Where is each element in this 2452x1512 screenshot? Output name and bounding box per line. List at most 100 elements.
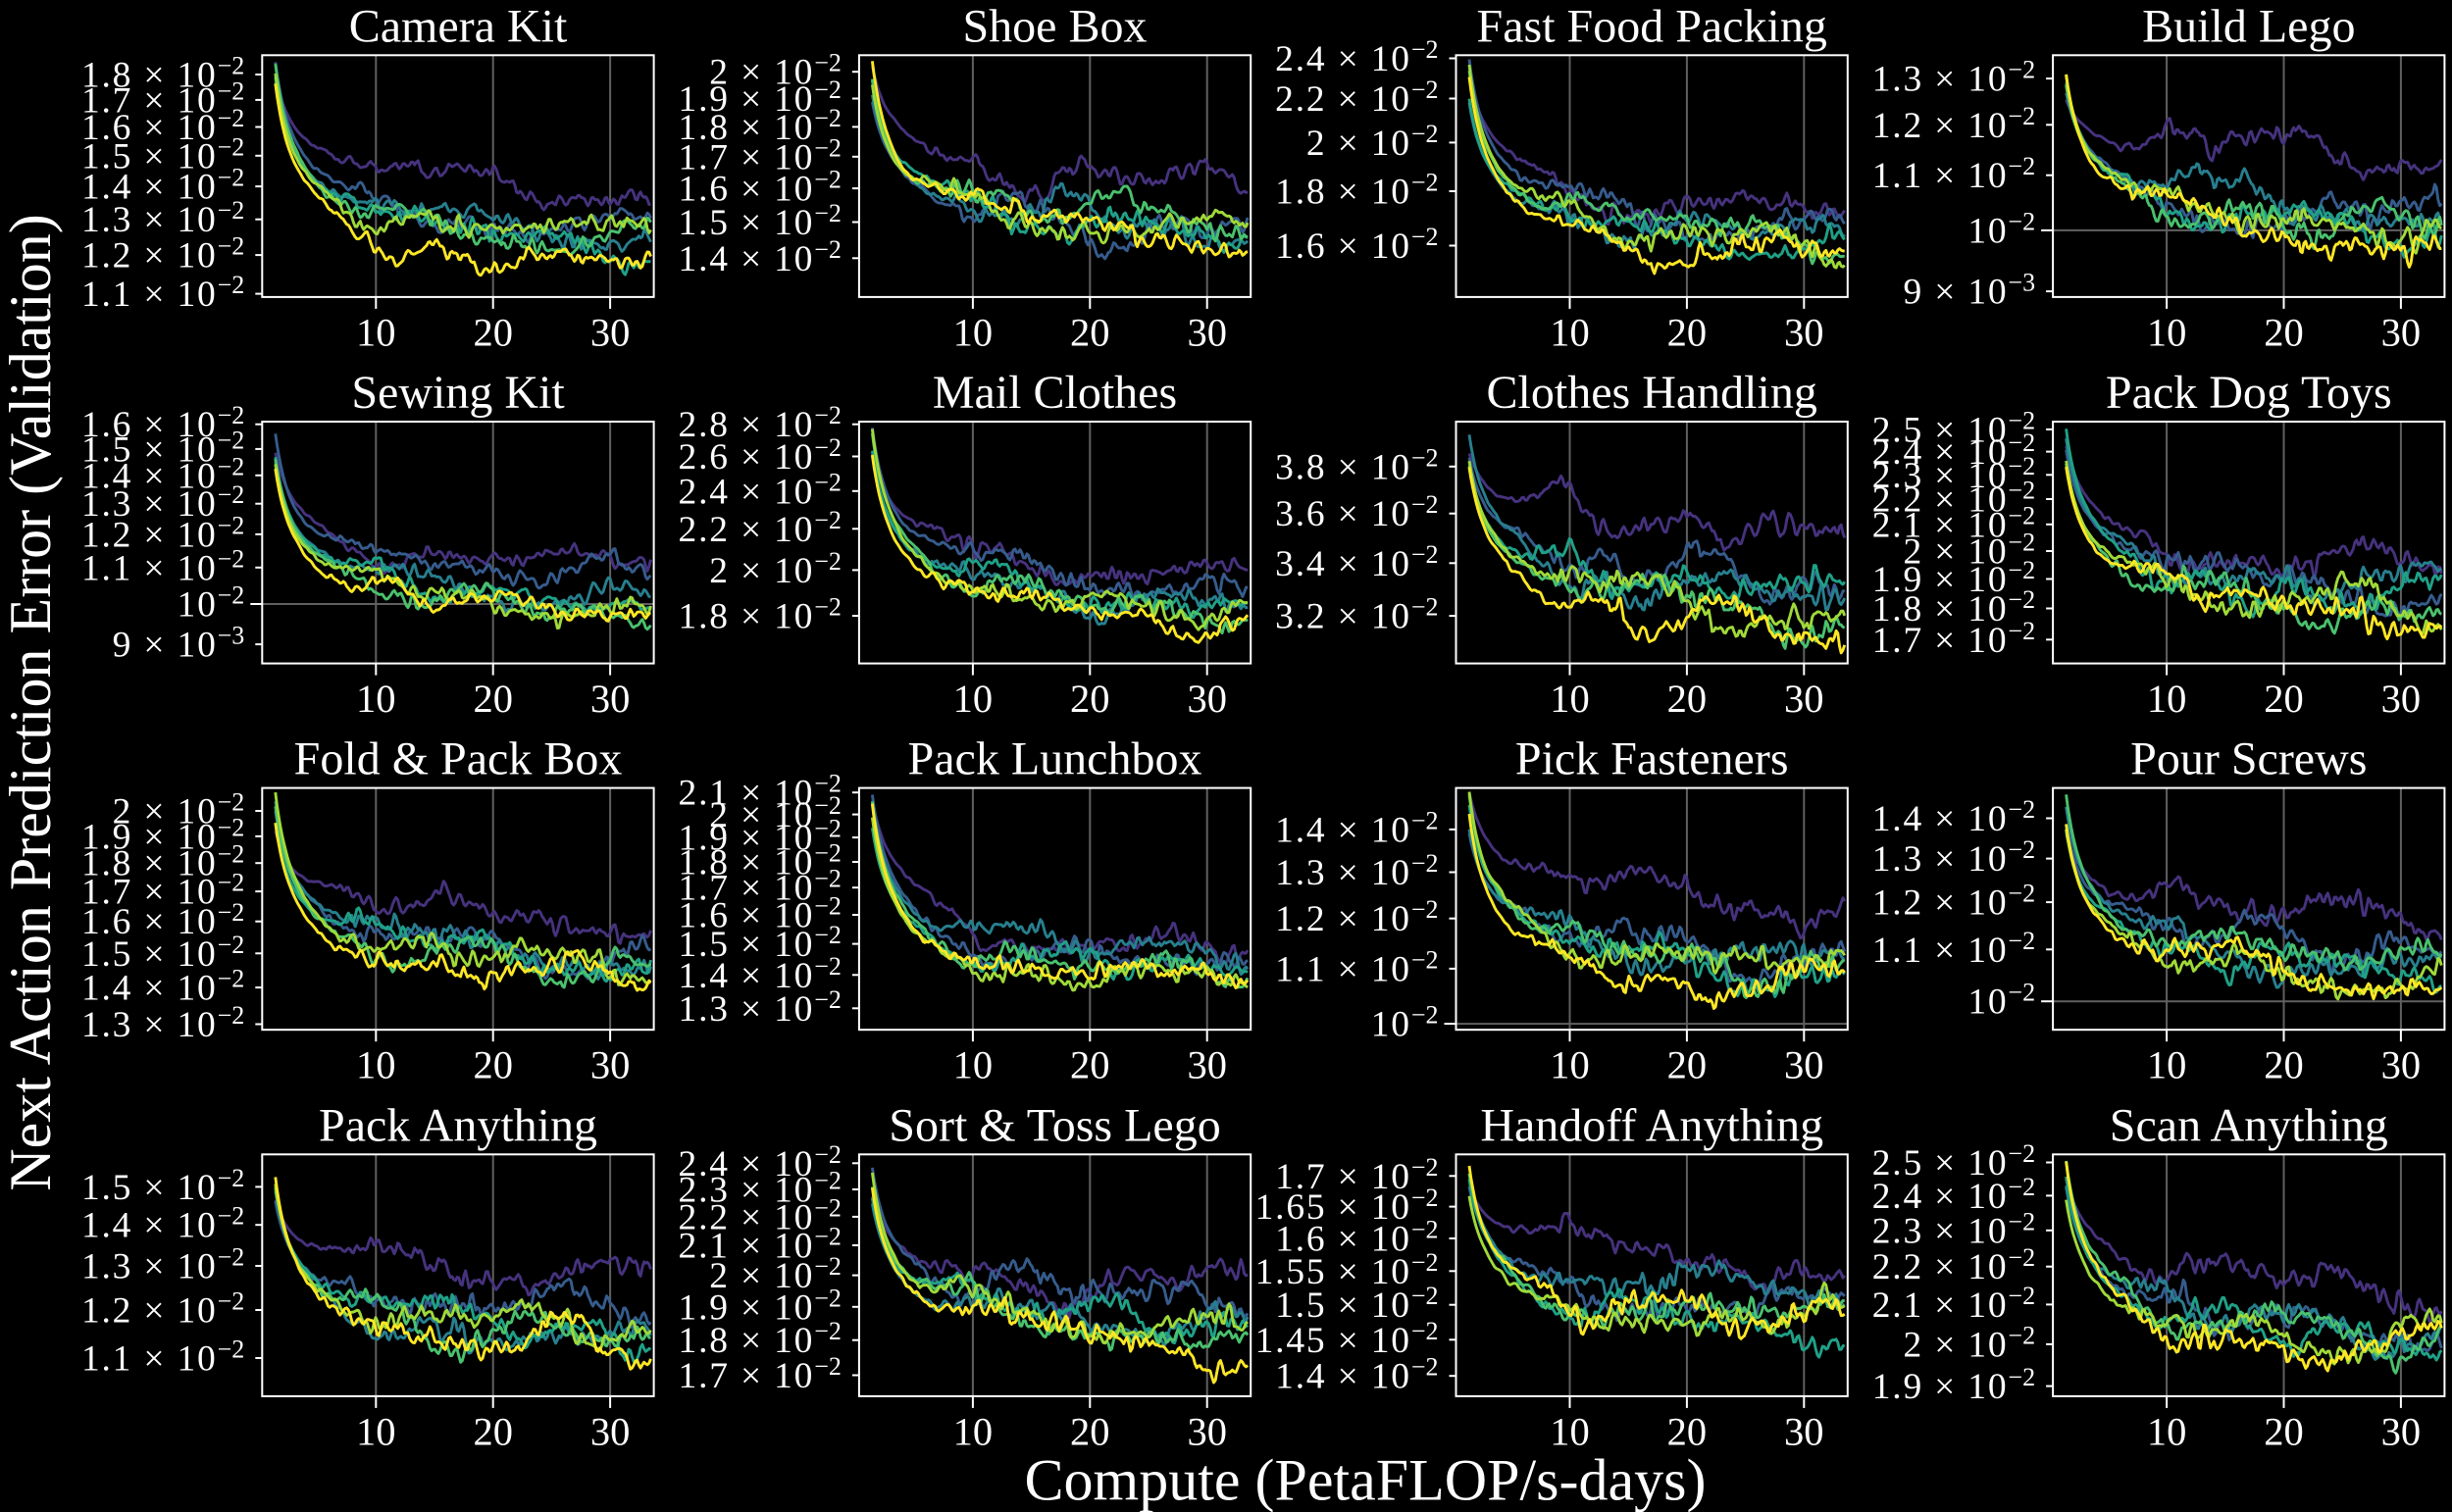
svg-text:10: 10 bbox=[953, 1409, 994, 1453]
svg-text:2.3 × 10−2: 2.3 × 10−2 bbox=[679, 1167, 842, 1211]
svg-text:3.6 × 10−2: 3.6 × 10−2 bbox=[1275, 490, 1438, 534]
svg-text:1.5 × 10−2: 1.5 × 10−2 bbox=[81, 132, 244, 176]
svg-text:1.7 × 10−2: 1.7 × 10−2 bbox=[1872, 617, 2035, 661]
svg-text:2.4 × 10−2: 2.4 × 10−2 bbox=[1872, 1173, 2035, 1217]
svg-text:20: 20 bbox=[2264, 1409, 2304, 1453]
svg-text:2.5 × 10−2: 2.5 × 10−2 bbox=[1872, 1139, 2035, 1184]
svg-text:10−2: 10−2 bbox=[1371, 1001, 1439, 1045]
svg-text:30: 30 bbox=[1187, 1409, 1227, 1453]
svg-text:1.5 × 10−2: 1.5 × 10−2 bbox=[81, 931, 244, 975]
svg-text:3.4 × 10−2: 3.4 × 10−2 bbox=[1275, 540, 1438, 584]
svg-text:1.7 × 10−2: 1.7 × 10−2 bbox=[679, 865, 842, 909]
svg-text:Clothes Handling: Clothes Handling bbox=[1487, 367, 1817, 419]
svg-text:1.6 × 10−2: 1.6 × 10−2 bbox=[81, 898, 244, 942]
svg-text:10: 10 bbox=[2147, 1043, 2187, 1087]
svg-text:10: 10 bbox=[953, 677, 994, 721]
svg-text:Pack Dog Toys: Pack Dog Toys bbox=[2106, 367, 2392, 419]
svg-text:10: 10 bbox=[1550, 677, 1590, 721]
svg-text:2.3 × 10−2: 2.3 × 10−2 bbox=[1872, 452, 2035, 496]
svg-text:20: 20 bbox=[1070, 1409, 1110, 1453]
svg-text:10−2: 10−2 bbox=[1967, 207, 2035, 251]
svg-text:1.8 × 10−2: 1.8 × 10−2 bbox=[1275, 169, 1438, 213]
svg-text:9 × 10−3: 9 × 10−3 bbox=[113, 622, 245, 666]
svg-text:2.2 × 10−2: 2.2 × 10−2 bbox=[679, 506, 842, 550]
svg-text:30: 30 bbox=[2381, 1409, 2422, 1453]
svg-text:1.3 × 10−2: 1.3 × 10−2 bbox=[1872, 56, 2035, 100]
svg-text:2.1 × 10−2: 2.1 × 10−2 bbox=[679, 770, 842, 814]
svg-text:1.8 × 10−2: 1.8 × 10−2 bbox=[81, 52, 244, 96]
svg-text:30: 30 bbox=[1784, 677, 1824, 721]
svg-text:1.4 × 10−2: 1.4 × 10−2 bbox=[81, 452, 244, 496]
svg-text:1.3 × 10−2: 1.3 × 10−2 bbox=[81, 480, 244, 525]
svg-text:1.4 × 10−2: 1.4 × 10−2 bbox=[679, 952, 842, 996]
svg-text:1.6 × 10−2: 1.6 × 10−2 bbox=[81, 401, 244, 445]
svg-text:1.3 × 10−2: 1.3 × 10−2 bbox=[81, 1001, 244, 1045]
svg-text:1.3 × 10−2: 1.3 × 10−2 bbox=[679, 985, 842, 1030]
svg-text:3.2 × 10−2: 3.2 × 10−2 bbox=[1275, 593, 1438, 637]
svg-text:2.4 × 10−2: 2.4 × 10−2 bbox=[679, 1140, 842, 1184]
svg-text:1.9 × 10−2: 1.9 × 10−2 bbox=[81, 813, 244, 857]
svg-text:30: 30 bbox=[1187, 310, 1227, 354]
svg-text:2 × 10−2: 2 × 10−2 bbox=[709, 791, 842, 835]
svg-text:1.9 × 10−2: 1.9 × 10−2 bbox=[1872, 556, 2035, 600]
svg-text:20: 20 bbox=[1070, 677, 1110, 721]
svg-text:Camera Kit: Camera Kit bbox=[349, 0, 568, 52]
svg-text:1.2 × 10−2: 1.2 × 10−2 bbox=[81, 232, 244, 277]
svg-text:1.1 × 10−2: 1.1 × 10−2 bbox=[1872, 927, 2035, 971]
svg-text:Shoe Box: Shoe Box bbox=[962, 0, 1147, 52]
svg-text:1.2 × 10−2: 1.2 × 10−2 bbox=[1872, 880, 2035, 924]
svg-text:10: 10 bbox=[356, 310, 396, 354]
svg-text:Build Lego: Build Lego bbox=[2142, 0, 2355, 52]
svg-text:10: 10 bbox=[953, 310, 994, 354]
svg-text:20: 20 bbox=[473, 1409, 513, 1453]
svg-text:1.45 × 10−2: 1.45 × 10−2 bbox=[1255, 1317, 1439, 1361]
svg-text:Pour Screws: Pour Screws bbox=[2130, 733, 2367, 785]
svg-text:1.5 × 10−2: 1.5 × 10−2 bbox=[679, 921, 842, 965]
svg-text:1.5 × 10−2: 1.5 × 10−2 bbox=[679, 199, 842, 243]
svg-text:1.8 × 10−2: 1.8 × 10−2 bbox=[679, 839, 842, 883]
svg-text:Sort & Toss Lego: Sort & Toss Lego bbox=[889, 1099, 1220, 1151]
svg-text:1.8 × 10−2: 1.8 × 10−2 bbox=[81, 840, 244, 884]
svg-text:10: 10 bbox=[2147, 677, 2187, 721]
svg-text:20: 20 bbox=[1070, 310, 1110, 354]
svg-text:10: 10 bbox=[356, 677, 396, 721]
svg-text:30: 30 bbox=[2381, 677, 2422, 721]
svg-text:2.4 × 10−2: 2.4 × 10−2 bbox=[1275, 35, 1438, 79]
svg-text:Next Action Prediction Error (: Next Action Prediction Error (Validation… bbox=[0, 214, 63, 1190]
svg-text:2.1 × 10−2: 2.1 × 10−2 bbox=[1872, 501, 2035, 545]
svg-text:Fold & Pack Box: Fold & Pack Box bbox=[294, 733, 623, 785]
svg-text:30: 30 bbox=[2381, 310, 2422, 354]
svg-text:3.8 × 10−2: 3.8 × 10−2 bbox=[1275, 443, 1438, 487]
svg-text:Sewing Kit: Sewing Kit bbox=[351, 367, 565, 419]
svg-text:Handoff Anything: Handoff Anything bbox=[1480, 1099, 1823, 1151]
svg-text:20: 20 bbox=[473, 677, 513, 721]
svg-text:1.1 × 10−2: 1.1 × 10−2 bbox=[1872, 152, 2035, 196]
svg-text:20: 20 bbox=[2264, 310, 2304, 354]
svg-text:1.1 × 10−2: 1.1 × 10−2 bbox=[81, 544, 244, 588]
svg-text:1.3 × 10−2: 1.3 × 10−2 bbox=[81, 1243, 244, 1287]
svg-text:20: 20 bbox=[2264, 677, 2304, 721]
svg-text:1.1 × 10−2: 1.1 × 10−2 bbox=[81, 271, 244, 315]
svg-text:1.7 × 10−2: 1.7 × 10−2 bbox=[81, 869, 244, 913]
svg-text:1.7 × 10−2: 1.7 × 10−2 bbox=[1275, 1153, 1438, 1197]
svg-text:2 × 10−2: 2 × 10−2 bbox=[1306, 120, 1439, 164]
svg-text:1.6 × 10−2: 1.6 × 10−2 bbox=[81, 104, 244, 148]
svg-text:2.1 × 10−2: 2.1 × 10−2 bbox=[679, 1223, 842, 1267]
svg-text:10: 10 bbox=[356, 1409, 396, 1453]
svg-text:1.8 × 10−2: 1.8 × 10−2 bbox=[679, 1317, 842, 1361]
svg-text:Scan Anything: Scan Anything bbox=[2110, 1099, 2388, 1151]
svg-text:20: 20 bbox=[2264, 1043, 2304, 1087]
svg-text:1.2 × 10−2: 1.2 × 10−2 bbox=[81, 511, 244, 555]
svg-text:1.2 × 10−2: 1.2 × 10−2 bbox=[1872, 102, 2035, 146]
svg-text:1.3 × 10−2: 1.3 × 10−2 bbox=[1872, 835, 2035, 880]
svg-text:10: 10 bbox=[1550, 1409, 1590, 1453]
svg-text:2 × 10−2: 2 × 10−2 bbox=[1903, 1321, 2035, 1365]
svg-text:1.4 × 10−2: 1.4 × 10−2 bbox=[81, 965, 244, 1009]
svg-text:30: 30 bbox=[1187, 1043, 1227, 1087]
svg-text:2 × 10−2: 2 × 10−2 bbox=[709, 1252, 842, 1296]
svg-text:1.4 × 10−2: 1.4 × 10−2 bbox=[679, 235, 842, 279]
svg-text:1.8 × 10−2: 1.8 × 10−2 bbox=[679, 104, 842, 148]
svg-text:2.3 × 10−2: 2.3 × 10−2 bbox=[1872, 1207, 2035, 1251]
svg-text:Compute (PetaFLOP/s-days): Compute (PetaFLOP/s-days) bbox=[1025, 1448, 1707, 1512]
svg-text:10: 10 bbox=[356, 1043, 396, 1087]
